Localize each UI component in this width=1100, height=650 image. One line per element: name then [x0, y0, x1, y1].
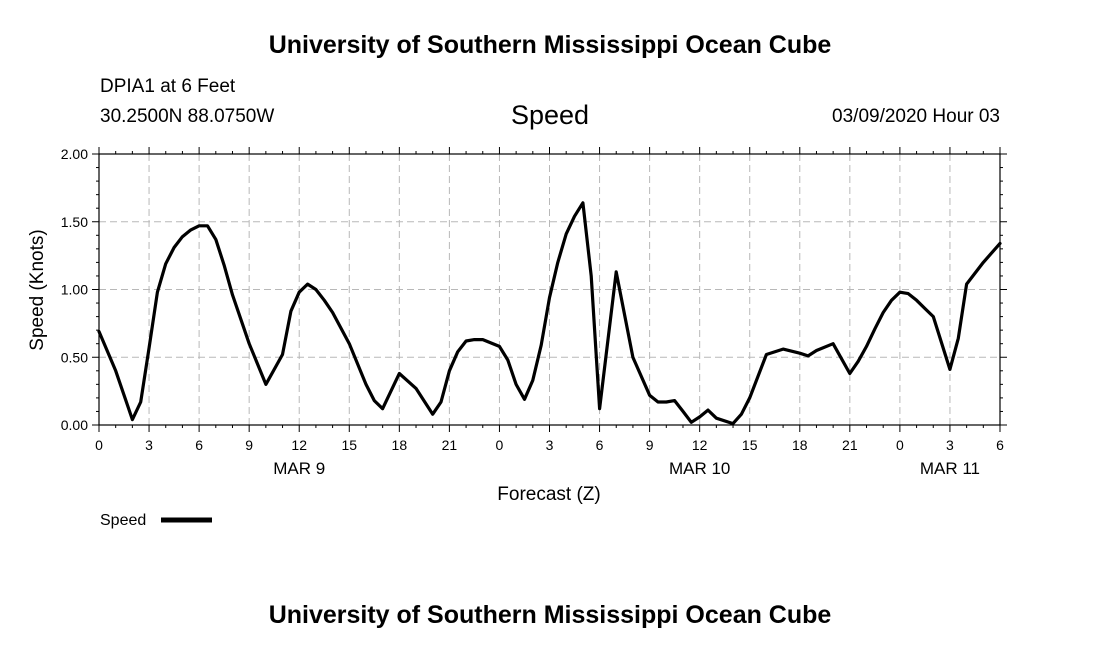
x-tick-label: 3 [946, 437, 954, 453]
chart-title: University of Southern Mississippi Ocean… [268, 31, 832, 59]
x-tick-label: 6 [996, 437, 1004, 453]
x-tick-label: 15 [341, 437, 357, 453]
date-label: MAR 9 [273, 459, 325, 478]
x-tick-label: 21 [842, 437, 858, 453]
coordinates-label: 30.2500N 88.0750W [100, 106, 275, 127]
legend: Speed [100, 512, 212, 529]
x-tick-label: 0 [95, 437, 103, 453]
x-tick-label: 12 [692, 437, 708, 453]
x-tick-label: 3 [546, 437, 554, 453]
x-tick-label: 18 [392, 437, 408, 453]
x-tick-label: 9 [245, 437, 253, 453]
y-axis-label: Speed (Knots) [27, 229, 48, 350]
y-tick-label: 1.50 [61, 214, 88, 230]
axis-ticks [92, 147, 1007, 432]
x-tick-label: 6 [596, 437, 604, 453]
x-tick-label: 18 [792, 437, 808, 453]
grid-lines [99, 154, 1000, 425]
legend-label: Speed [100, 512, 146, 529]
x-axis-label: Forecast (Z) [497, 484, 600, 505]
x-tick-labels: 0 3 6 9 12 15 18 21 0 3 6 9 12 15 18 21 0 3 6 [95, 437, 1004, 453]
y-tick-label: 2.00 [61, 146, 88, 162]
speed-series-line [97, 201, 1002, 426]
x-tick-label: 12 [291, 437, 307, 453]
x-tick-label: 15 [742, 437, 758, 453]
x-tick-label: 21 [442, 437, 458, 453]
series-layer [97, 201, 1002, 426]
variable-title: Speed [510, 100, 590, 130]
x-tick-label: 0 [896, 437, 904, 453]
x-tick-label: 9 [646, 437, 654, 453]
y-tick-label: 0.00 [61, 417, 88, 433]
date-label: MAR 10 [669, 459, 730, 478]
date-labels: MAR 9 MAR 10 MAR 11 [273, 459, 980, 478]
x-tick-label: 6 [195, 437, 203, 453]
footer-title: University of Southern Mississippi Ocean… [268, 601, 832, 629]
station-label: DPIA1 at 6 Feet [100, 76, 236, 97]
x-tick-label: 0 [496, 437, 504, 453]
y-tick-label: 0.50 [61, 349, 88, 365]
y-tick-labels: 0.00 0.50 1.00 1.50 2.00 [61, 146, 88, 433]
x-tick-label: 3 [145, 437, 153, 453]
date-label: MAR 11 [920, 459, 980, 478]
y-tick-label: 1.00 [61, 282, 88, 298]
timestamp-label: 03/09/2020 Hour 03 [832, 106, 1000, 127]
